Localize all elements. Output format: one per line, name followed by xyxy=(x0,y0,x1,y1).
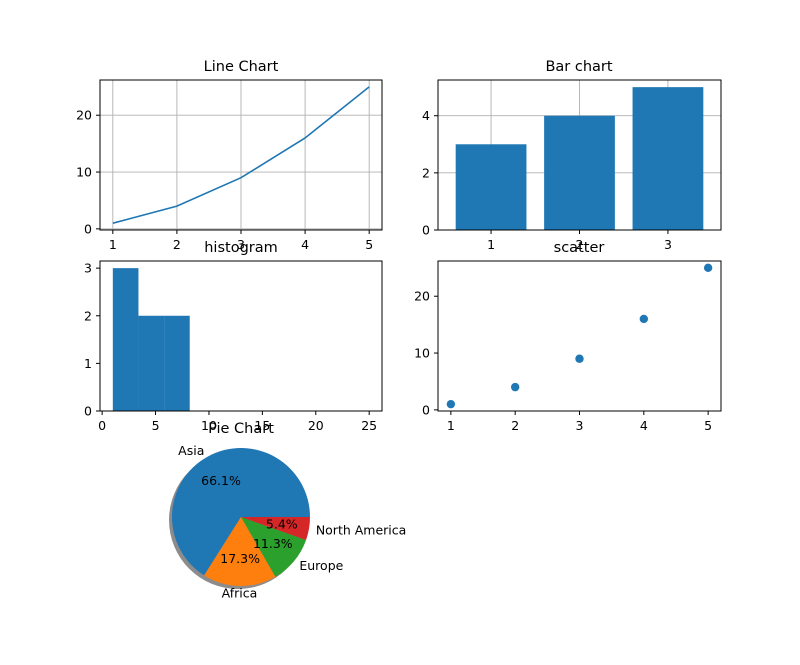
histogram-marks xyxy=(112,268,190,411)
histogram-frame xyxy=(99,260,383,412)
bar-chart-title: Bar chart xyxy=(545,59,612,75)
bar xyxy=(544,115,615,230)
bar-chart-xtick-label: 1 xyxy=(487,237,495,252)
pie-label: Europe xyxy=(299,558,343,573)
scatter-point xyxy=(703,263,713,273)
line-chart-axes: 1 2 3 4 5 0 10 20 xyxy=(76,79,383,252)
bar-chart-ytick-label: 0 xyxy=(422,223,430,238)
pie-slice xyxy=(204,517,276,586)
scatter-point xyxy=(510,382,520,392)
bar-chart-xtick-label: 3 xyxy=(664,237,672,252)
bar-chart-frame xyxy=(437,79,722,231)
scatter-point xyxy=(446,399,456,409)
line-chart-title: Line Chart xyxy=(204,59,279,75)
histogram-xtick-label: 20 xyxy=(308,418,324,433)
line-chart-xtick-label: 1 xyxy=(109,237,117,252)
line-chart-frame xyxy=(99,79,383,231)
line-chart-panel: Line Chart 1 2 3 4 5 0 10 20 xyxy=(76,59,383,252)
line-chart-marks xyxy=(112,86,370,224)
line-chart-ytick-label: 20 xyxy=(76,108,92,123)
line-chart-xtick-label: 2 xyxy=(173,237,181,252)
bar-chart-xtick-label: 2 xyxy=(576,237,584,252)
line-chart-ytick-label: 10 xyxy=(76,165,92,180)
scatter-xtick-label: 5 xyxy=(704,418,712,433)
scatter-xtick-label: 2 xyxy=(511,418,519,433)
histogram-xtick-label: 15 xyxy=(254,418,270,433)
histogram-xtick-label: 25 xyxy=(361,418,377,433)
bar-chart-ytick-label: 2 xyxy=(422,165,430,180)
line-chart-xtick-label: 3 xyxy=(237,237,245,252)
histogram-ytick-label: 3 xyxy=(84,261,92,276)
pie-percent-label: 17.3% xyxy=(220,551,260,566)
pie-percent-label: 11.3% xyxy=(253,536,293,551)
line-series xyxy=(112,86,370,224)
line-chart-ytick-label: 0 xyxy=(84,221,92,236)
line-chart-xtick-label: 4 xyxy=(301,237,309,252)
scatter-panel: 1 2 3 4 5 0 10 20 scatter xyxy=(414,240,722,433)
scatter-xtick-label: 1 xyxy=(447,418,455,433)
histogram-xtick-label: 10 xyxy=(201,418,217,433)
pie-label: Africa xyxy=(222,585,258,600)
bar xyxy=(632,87,704,231)
scatter-axes: 1 2 3 4 5 0 10 20 xyxy=(414,260,722,433)
scatter-ytick-label: 20 xyxy=(414,289,430,304)
scatter-marks xyxy=(446,263,713,409)
pie-label: North America xyxy=(316,522,407,537)
histogram-bar xyxy=(112,268,139,411)
scatter-xtick-label: 3 xyxy=(576,418,584,433)
scatter-ytick-label: 10 xyxy=(414,346,430,361)
histogram-bar xyxy=(138,315,165,411)
scatter-ytick-label: 0 xyxy=(422,402,430,417)
scatter-frame xyxy=(437,260,722,412)
bar-chart-marks xyxy=(455,87,704,231)
scatter-point xyxy=(639,314,649,324)
bar-chart-panel: Bar chart 1 2 3 0 2 4 xyxy=(422,59,722,252)
scatter-point xyxy=(575,354,584,363)
pie-chart-panel: Asia 66.1% Africa 17.3% Europe 11.3% North Ame… xyxy=(169,421,406,600)
histogram-ytick-label: 2 xyxy=(84,308,92,323)
pie-percent-label: 5.4% xyxy=(266,516,298,531)
histogram-bar xyxy=(164,315,190,411)
histogram-xtick-label: 5 xyxy=(152,418,160,433)
bar-chart-axes: 1 2 3 0 2 4 xyxy=(422,79,722,252)
bar-chart-ytick-label: 4 xyxy=(422,108,430,123)
bar xyxy=(455,144,527,230)
scatter-title: scatter xyxy=(554,240,605,256)
line-chart-xtick-label: 5 xyxy=(365,237,373,252)
pie-label: Asia xyxy=(178,443,204,458)
pie-slice xyxy=(241,517,310,540)
histogram-title: histogram xyxy=(204,240,278,256)
scatter-xtick-label: 4 xyxy=(640,418,648,433)
histogram-axes: 0 5 10 15 20 25 0 1 2 3 xyxy=(84,260,383,433)
histogram-ytick-label: 1 xyxy=(84,356,92,371)
histogram-xtick-label: 0 xyxy=(98,418,106,433)
pie-chart-title: Pie Chart xyxy=(208,421,274,437)
line-chart-grid xyxy=(100,80,382,230)
pie-slice xyxy=(171,447,310,576)
histogram-ytick-label: 0 xyxy=(84,404,92,419)
pie-slice xyxy=(241,517,307,577)
pie-percent-label: 66.1% xyxy=(201,473,241,488)
